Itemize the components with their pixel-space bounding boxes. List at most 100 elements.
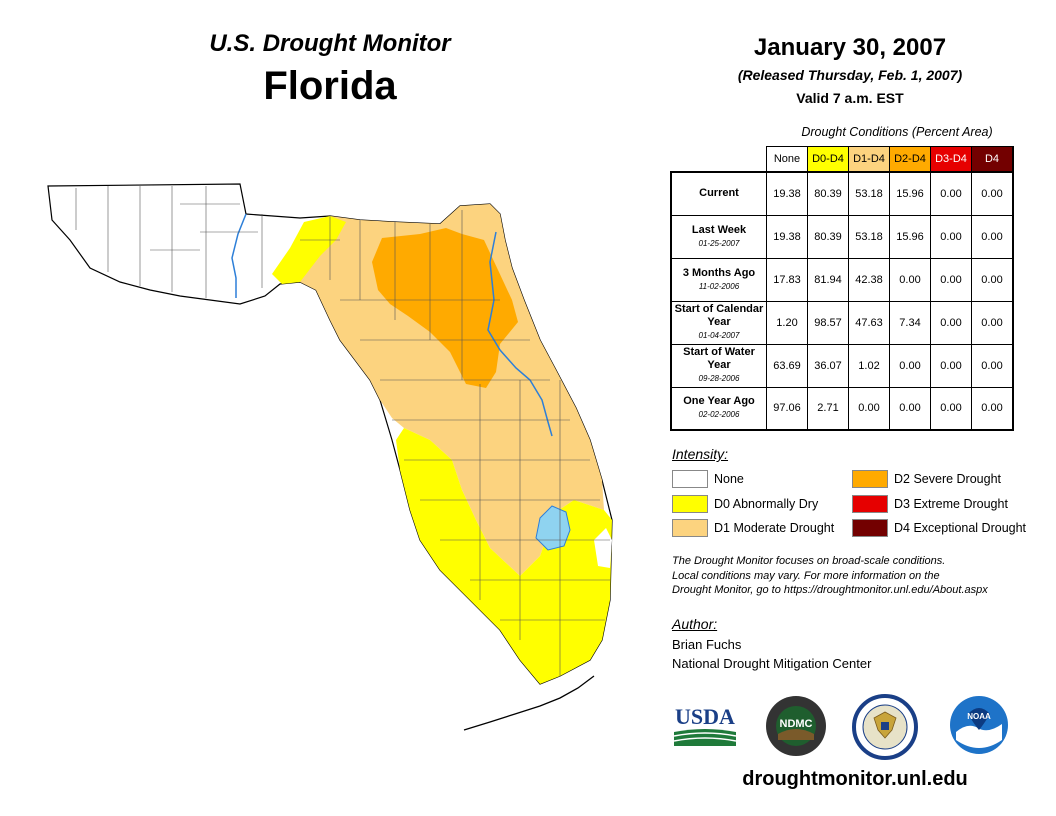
row-date: 11-02-2006	[698, 281, 740, 291]
cell-value: 47.63	[848, 300, 890, 345]
valid-time: Valid 7 a.m. EST	[796, 90, 904, 106]
florida-keys	[463, 675, 595, 731]
cell-value: 0.00	[848, 386, 890, 431]
cell-value: 19.38	[766, 214, 808, 259]
row-label: Current	[670, 171, 767, 216]
col-none: None	[766, 146, 808, 173]
cell-value: 53.18	[848, 214, 890, 259]
table-row: Start of Water Year 09-28-2006 63.69 36.0…	[670, 343, 1014, 388]
cell-value: 0.00	[889, 386, 931, 431]
map-subtitle: U.S. Drought Monitor	[209, 30, 451, 57]
legend-swatch	[672, 495, 708, 513]
cell-value: 0.00	[930, 343, 972, 388]
col-d4: D4	[971, 146, 1014, 173]
col-d3-d4: D3-D4	[930, 146, 972, 173]
release-date: (Released Thursday, Feb. 1, 2007)	[737, 67, 963, 83]
author-heading: Author:	[672, 616, 718, 632]
row-label: Last Week 01-25-2007	[670, 214, 767, 259]
cell-value: 53.18	[848, 171, 890, 216]
cell-value: 0.00	[930, 214, 972, 259]
table-row: 3 Months Ago 11-02-2006 17.83 81.94 42.38…	[670, 257, 1014, 302]
noaa-logo: NOAA	[950, 696, 1008, 754]
row-label: 3 Months Ago 11-02-2006	[670, 257, 767, 302]
row-label: One Year Ago 02-02-2006	[670, 386, 767, 431]
cell-value: 0.00	[930, 171, 972, 216]
county-lines	[75, 186, 610, 676]
legend-item-d1: D1 Moderate Drought	[672, 519, 834, 537]
d0-panhandle-region	[272, 216, 346, 284]
cell-value: 97.06	[766, 386, 808, 431]
table-row: Start of Calendar Year 01-04-2007 1.20 98…	[670, 300, 1014, 345]
cell-value: 81.94	[807, 257, 849, 302]
cell-value: 63.69	[766, 343, 808, 388]
table-corner	[671, 147, 767, 173]
table-row: One Year Ago 02-02-2006 97.06 2.71 0.00 0…	[670, 386, 1014, 431]
cell-value: 0.00	[971, 257, 1014, 302]
svg-text:USDA: USDA	[675, 704, 735, 729]
legend-item-d2: D2 Severe Drought	[852, 470, 1001, 488]
row-date: 02-02-2006	[698, 410, 740, 420]
row-date: 01-25-2007	[698, 238, 740, 248]
author-organization: National Drought Mitigation Center	[672, 656, 872, 671]
legend-item-d3: D3 Extreme Drought	[852, 495, 1008, 513]
usda-logo: USDA	[673, 704, 737, 746]
cell-value: 15.96	[889, 214, 931, 259]
row-date: 09-28-2006	[698, 374, 740, 383]
st-johns-river	[487, 231, 553, 437]
website-link[interactable]: droughtmonitor.unl.edu	[742, 768, 968, 790]
cell-value: 0.00	[930, 386, 972, 431]
disclaimer-note: The Drought Monitor focuses on broad-sca…	[672, 555, 988, 596]
florida-drought-map	[47, 183, 613, 731]
legend-swatch	[672, 470, 708, 488]
cell-value: 80.39	[807, 214, 849, 259]
cell-value: 1.20	[766, 300, 808, 345]
col-d2-d4: D2-D4	[889, 146, 931, 173]
cell-value: 0.00	[971, 343, 1014, 388]
table-row: Current 19.38 80.39 53.18 15.96 0.00 0.0…	[670, 171, 1014, 216]
cell-value: 0.00	[971, 214, 1014, 259]
svg-text:NDMC: NDMC	[780, 718, 813, 730]
legend-swatch	[852, 519, 888, 537]
page-title: Florida	[263, 64, 397, 108]
apalachicola-river	[231, 213, 247, 298]
legend-swatch	[852, 495, 888, 513]
cell-value: 15.96	[889, 171, 931, 216]
legend-swatch	[672, 519, 708, 537]
cell-value: 36.07	[807, 343, 849, 388]
cell-value: 2.71	[807, 386, 849, 431]
cell-value: 1.02	[848, 343, 890, 388]
cell-value: 19.38	[766, 171, 808, 216]
col-d0-d4: D0-D4	[807, 146, 849, 173]
cell-value: 17.83	[766, 257, 808, 302]
row-label: Start of Calendar Year 01-04-2007	[670, 300, 767, 345]
cell-value: 0.00	[971, 300, 1014, 345]
cell-value: 98.57	[807, 300, 849, 345]
cell-value: 42.38	[848, 257, 890, 302]
legend-item-none: None	[672, 470, 744, 488]
legend-item-d0: D0 Abnormally Dry	[672, 495, 818, 513]
row-date: 01-04-2007	[698, 331, 740, 340]
cell-value: 0.00	[930, 257, 972, 302]
drought-conditions-table: None D0-D4 D1-D4 D2-D4 D3-D4 D4 Current …	[670, 146, 1014, 431]
us-commerce-seal	[852, 694, 918, 760]
cell-value: 0.00	[971, 171, 1014, 216]
legend-swatch	[852, 470, 888, 488]
d2-severe-region	[372, 228, 518, 388]
legend-item-d4: D4 Exceptional Drought	[852, 519, 1026, 537]
legend-title: Intensity:	[672, 446, 729, 462]
map-date: January 30, 2007	[753, 34, 947, 61]
table-caption: Drought Conditions (Percent Area)	[801, 125, 993, 139]
svg-text:NOAA: NOAA	[967, 712, 991, 721]
table-row: Last Week 01-25-2007 19.38 80.39 53.18 15…	[670, 214, 1014, 259]
cell-value: 0.00	[930, 300, 972, 345]
d1-moderate-region	[296, 204, 604, 576]
ndmc-logo: NDMC	[766, 696, 826, 756]
col-d1-d4: D1-D4	[848, 146, 890, 173]
row-label: Start of Water Year 09-28-2006	[670, 343, 767, 388]
none-east-patch	[594, 528, 612, 568]
author-name: Brian Fuchs	[672, 637, 742, 652]
cell-value: 0.00	[889, 257, 931, 302]
cell-value: 0.00	[889, 343, 931, 388]
cell-value: 0.00	[971, 386, 1014, 431]
cell-value: 7.34	[889, 300, 931, 345]
